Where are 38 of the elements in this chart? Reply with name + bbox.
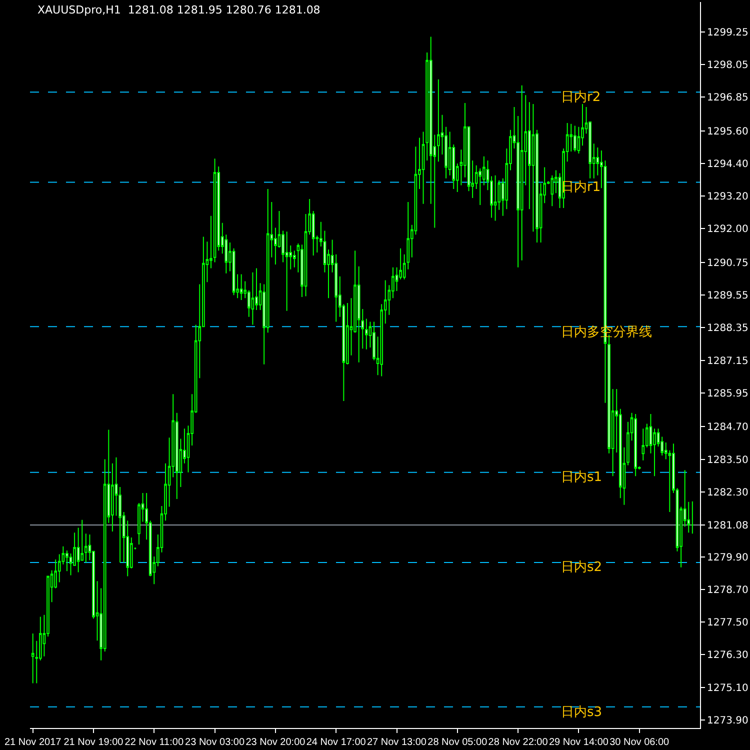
x-tick-label: 24 Nov 17:00 [306,737,366,748]
y-tick-label: 1281.08 [707,520,748,532]
ref-line-label: 日内s1 [561,470,602,485]
x-tick-label: 30 Nov 06:00 [610,737,670,748]
x-tick-label: 22 Nov 11:00 [124,737,184,748]
y-tick-label: 1294.40 [707,158,748,170]
y-tick-label: 1296.85 [707,92,748,104]
y-tick-label: 1299.25 [707,27,748,38]
ref-line-label: 日内r2 [561,90,601,105]
y-tick-label: 1277.50 [707,618,748,629]
y-tick-label: 1276.30 [707,650,748,662]
y-tick-label: 1290.75 [707,258,748,270]
ref-line-label: 日内s3 [561,705,602,720]
y-tick-label: 1285.95 [707,388,748,400]
x-tick-label: 28 Nov 05:00 [428,737,488,748]
chart-title: XAUUSDpro,H1 1281.08 1281.95 1280.76 1281.08 [38,4,320,17]
x-tick-label: 23 Nov 03:00 [185,737,245,748]
y-tick-label: 1287.15 [707,356,748,367]
x-tick-label: 23 Nov 20:00 [246,737,306,748]
y-tick-label: 1298.05 [707,60,748,71]
y-tick-label: 1292.00 [707,224,748,236]
x-tick-label: 29 Nov 14:00 [548,737,609,748]
x-tick-label: 27 Nov 13:00 [367,737,427,748]
y-tick-label: 1279.90 [707,552,748,564]
y-tick-label: 1278.70 [707,585,748,596]
x-tick-label: 28 Nov 22:00 [488,737,548,748]
y-tick-label: 1282.30 [707,487,748,498]
x-tick-label: 21 Nov 2017 [4,737,62,748]
y-tick-label: 1289.55 [707,290,748,302]
y-tick-label: 1283.50 [707,454,748,466]
ref-line-label: 日内s2 [561,560,602,575]
y-tick-label: 1273.90 [707,715,748,726]
y-tick-label: 1284.70 [707,422,748,434]
y-tick-label: 1275.10 [707,682,748,694]
y-tick-label: 1295.60 [707,126,748,138]
y-tick-label: 1293.20 [707,192,748,203]
x-tick-label: 21 Nov 19:00 [64,737,124,748]
y-tick-label: 1288.35 [707,323,748,334]
